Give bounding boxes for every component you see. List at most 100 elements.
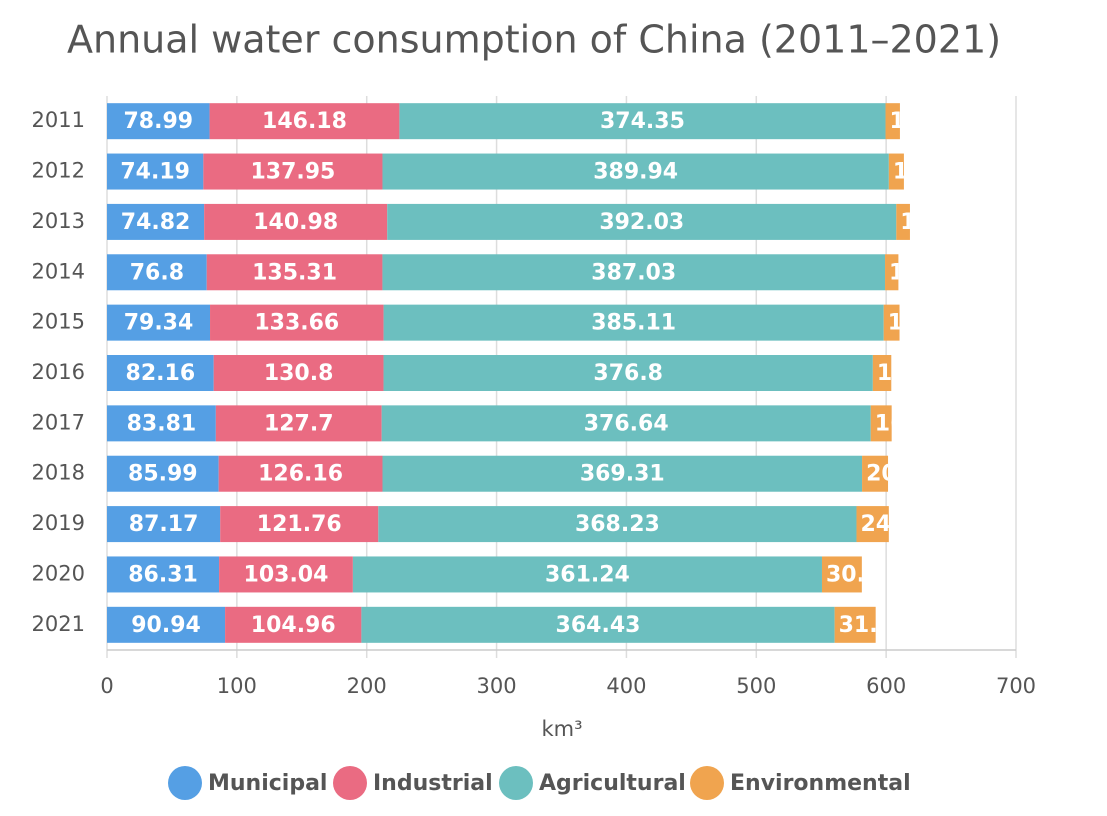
bar-segment: [209, 103, 400, 140]
bar-segment: [218, 455, 383, 492]
bar-segment: [387, 203, 897, 240]
value-label: 82.16: [126, 361, 196, 386]
value-label: 30.7: [826, 562, 880, 587]
y-tick-label: 2020: [32, 561, 85, 585]
value-label: 392.03: [599, 210, 684, 235]
bar-segment: [107, 405, 216, 442]
bar-segment: [352, 556, 822, 593]
value-label: 374.35: [600, 109, 685, 134]
value-label: 364.43: [556, 613, 641, 638]
bar-segment: [383, 304, 884, 341]
value-label: 31.6: [839, 613, 893, 638]
bar-segment: [107, 606, 226, 643]
bar-segment: [107, 506, 221, 543]
bar-segment: [896, 203, 910, 240]
bar-segment: [225, 606, 362, 643]
x-axis-label: km³: [541, 717, 582, 741]
value-label: 104.96: [251, 613, 336, 638]
bar-segment: [872, 355, 892, 391]
bar-segment: [383, 355, 873, 391]
y-tick-label: 2015: [32, 310, 85, 334]
value-label: 127.7: [264, 411, 334, 436]
bar-segment: [856, 506, 889, 543]
legend-marker: [690, 766, 724, 800]
bar-segment: [107, 455, 219, 492]
bar-segment: [885, 254, 899, 291]
value-label: 385.11: [591, 311, 676, 336]
bar-segment: [883, 304, 900, 341]
bar-segment: [206, 254, 383, 291]
value-label: 79.34: [124, 311, 194, 336]
value-label: 74.19: [120, 160, 190, 185]
x-tick-label: 0: [100, 674, 113, 698]
bar-segment: [107, 355, 214, 391]
value-label: 78.99: [123, 109, 193, 134]
x-tick-label: 700: [996, 674, 1036, 698]
bar-segment: [382, 254, 886, 291]
legend-marker: [499, 766, 533, 800]
value-label: 85.99: [128, 462, 198, 487]
legend-marker: [168, 766, 202, 800]
legend-label: Agricultural: [539, 771, 686, 796]
x-tick-label: 200: [347, 674, 387, 698]
y-tick-label: 2012: [32, 159, 85, 183]
value-label: 361.24: [545, 562, 630, 587]
bar-segment: [107, 556, 220, 593]
y-tick-label: 2018: [32, 461, 85, 485]
value-label: 10.5: [900, 210, 954, 235]
y-tick-label: 2019: [32, 511, 85, 535]
bar-segment: [888, 153, 904, 190]
legend-label: Environmental: [730, 771, 911, 796]
value-label: 387.03: [591, 260, 676, 285]
y-tick-label: 2013: [32, 209, 85, 233]
bar-segment: [361, 606, 835, 643]
bar-segment: [107, 103, 210, 140]
x-tick-label: 100: [217, 674, 257, 698]
legend-label: Municipal: [208, 771, 327, 796]
value-label: 74.82: [121, 210, 191, 235]
value-label: 86.31: [128, 562, 198, 587]
bar-segment: [381, 405, 871, 442]
value-label: 11.6: [893, 160, 947, 185]
x-tick-label: 400: [606, 674, 646, 698]
bar-segment: [210, 304, 384, 341]
legend-label: Industrial: [373, 771, 493, 796]
value-label: 130.8: [264, 361, 334, 386]
value-label: 76.8: [130, 260, 184, 285]
value-label: 121.76: [257, 512, 342, 537]
y-tick-label: 2011: [32, 108, 85, 132]
value-label: 87.17: [129, 512, 199, 537]
value-label: 14.2: [877, 361, 931, 386]
value-label: 90.94: [131, 613, 201, 638]
bar-segment: [204, 203, 388, 240]
value-label: 376.64: [584, 411, 669, 436]
y-tick-label: 2014: [32, 259, 85, 283]
bar-segment: [399, 103, 886, 140]
value-label: 137.95: [250, 160, 335, 185]
value-label: 10.3: [889, 260, 943, 285]
bar-segment: [870, 405, 892, 442]
y-tick-label: 2016: [32, 360, 85, 384]
bar-segment: [213, 355, 384, 391]
value-label: 369.31: [580, 462, 665, 487]
value-label: 11.1: [890, 109, 944, 134]
bar-segment: [382, 153, 889, 190]
value-label: 368.23: [575, 512, 660, 537]
value-label: 103.04: [244, 562, 329, 587]
value-label: 20.0: [866, 462, 920, 487]
y-tick-label: 2021: [32, 612, 85, 636]
bar-segment: [378, 506, 857, 543]
bar-segment: [862, 455, 889, 492]
bar-segment: [382, 455, 863, 492]
value-label: 135.31: [252, 260, 337, 285]
legend-marker: [333, 766, 367, 800]
x-tick-label: 600: [866, 674, 906, 698]
value-label: 146.18: [262, 109, 347, 134]
bar-segment: [107, 254, 207, 291]
value-label: 140.98: [253, 210, 338, 235]
bar-segment: [215, 405, 382, 442]
value-label: 389.94: [593, 160, 678, 185]
bar-segment: [203, 153, 383, 190]
y-tick-label: 2017: [32, 410, 85, 434]
